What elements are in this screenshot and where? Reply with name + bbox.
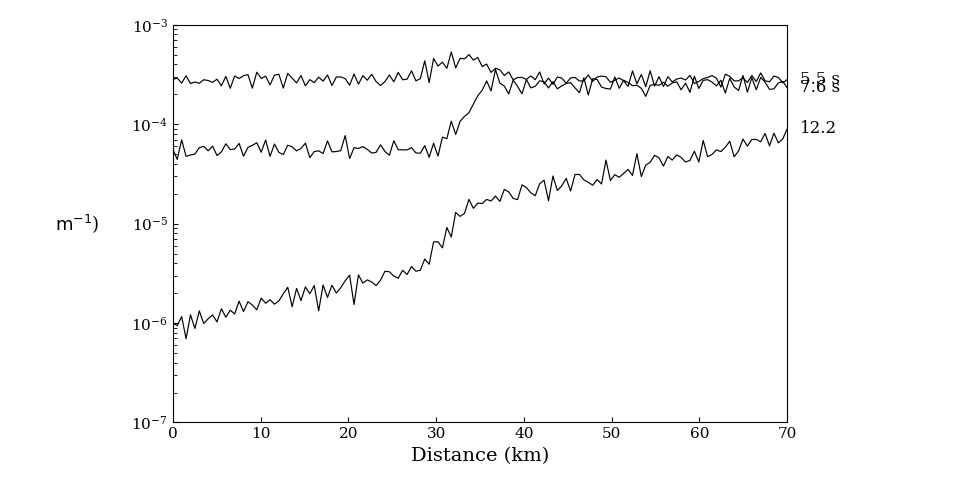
Text: 7.6 s: 7.6 s bbox=[801, 79, 841, 96]
Text: 5.5 s: 5.5 s bbox=[801, 71, 840, 88]
Text: 12.2: 12.2 bbox=[801, 120, 837, 137]
Text: $\mathrm{m}^{-1}$): $\mathrm{m}^{-1}$) bbox=[55, 212, 99, 235]
X-axis label: Distance (km): Distance (km) bbox=[411, 447, 549, 465]
